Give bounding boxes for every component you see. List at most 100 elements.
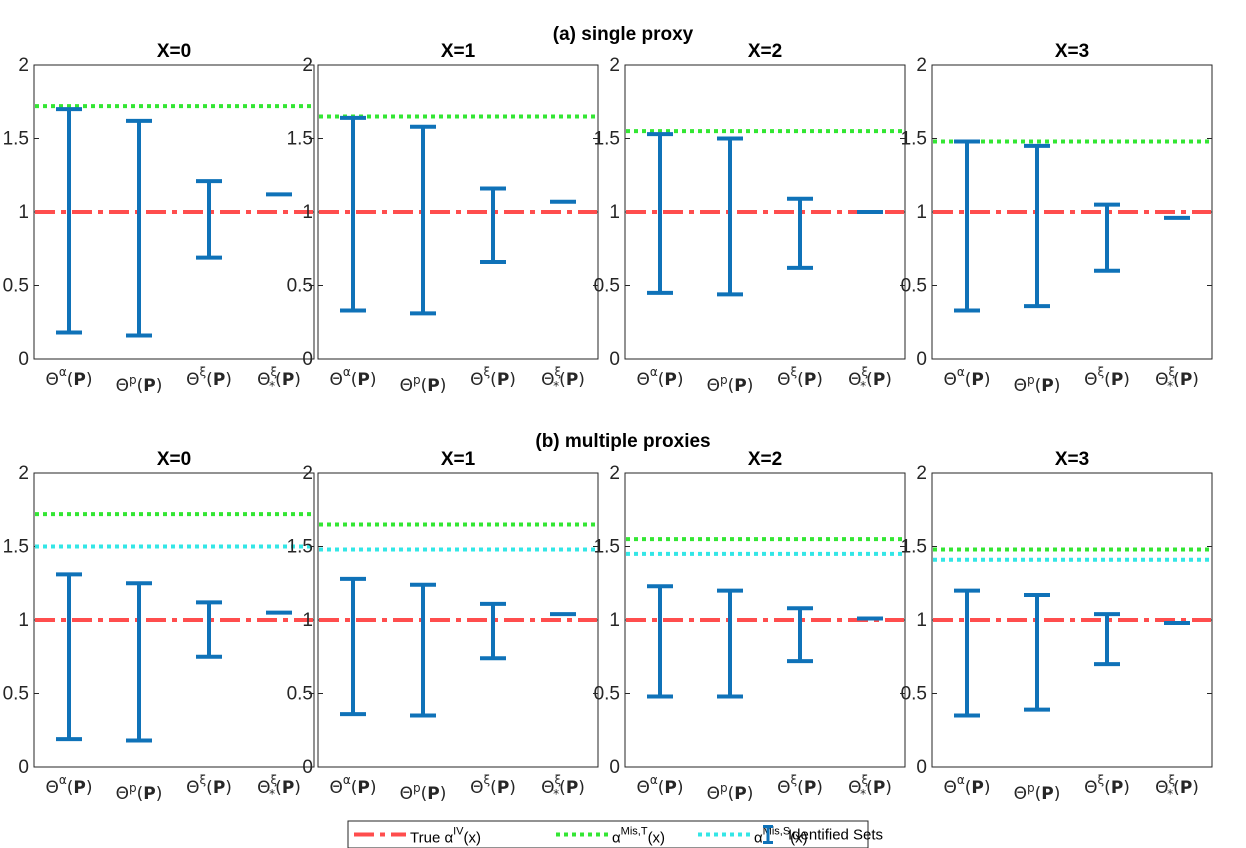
identified-set-bar: [1024, 143, 1050, 309]
x-tick-label: Θξ *(P): [257, 773, 301, 801]
panel-title: X=1: [441, 449, 476, 470]
legend-item-mis_s: αMis,S(x): [698, 826, 808, 847]
y-tick-label: 0.5: [287, 684, 313, 705]
y-tick-label: 1: [302, 610, 313, 631]
panel-row1-x3: X=3 0 0.5 1 1.5 2 Θα(P) Θp(P) Θξ(P) Θξ *(P): [901, 449, 1213, 804]
x-tick-label: Θα(P): [329, 365, 376, 390]
y-tick-label: 1.5: [287, 129, 313, 150]
identified-set-bar: [1094, 612, 1120, 667]
x-tick-label: Θξ *(P): [1155, 365, 1199, 393]
y-tick-label: 2: [18, 55, 29, 76]
identified-set-bar: [717, 136, 743, 297]
legend-label: True αIV(x): [410, 826, 481, 847]
y-tick-label: 0: [302, 757, 313, 778]
panel-title: X=0: [157, 449, 191, 470]
y-tick-label: 0.5: [594, 276, 620, 297]
legend-label: αMis,S(x): [754, 826, 808, 847]
x-tick-label: Θξ(P): [1084, 365, 1130, 390]
identified-set-bar: [340, 115, 366, 313]
identified-set-bar: [1024, 593, 1050, 712]
x-tick-label: Θα(P): [636, 365, 683, 390]
x-tick-label: Θξ(P): [1084, 773, 1130, 798]
panel-title: X=0: [157, 41, 191, 62]
x-tick-label: Θp(P): [707, 781, 754, 804]
x-tick-label: Θp(P): [400, 781, 447, 804]
identified-set-bar: [954, 139, 980, 313]
y-tick-label: 1.5: [594, 129, 620, 150]
y-tick-label: 1: [609, 202, 620, 223]
identified-set-bar: [196, 600, 222, 659]
y-tick-label: 2: [609, 463, 620, 484]
y-tick-label: 0.5: [3, 276, 29, 297]
legend-item-sets: Identified Sets: [763, 825, 883, 844]
legend-label: αMis,T(x): [612, 826, 665, 847]
panel-row0-x3: X=3 0 0.5 1 1.5 2 Θα(P) Θp(P) Θξ(P) Θξ *(P): [901, 41, 1213, 396]
y-tick-label: 1: [916, 202, 927, 223]
legend: True αIV(x) αMis,T(x) αMis,S(x)Identified …: [347, 820, 883, 848]
panel-title: X=3: [1055, 41, 1089, 62]
x-tick-label: Θp(P): [1014, 781, 1061, 804]
y-tick-label: 1.5: [901, 129, 927, 150]
x-tick-label: Θξ(P): [186, 365, 232, 390]
x-tick-label: Θξ(P): [470, 773, 516, 798]
y-tick-label: 1.5: [3, 537, 29, 558]
y-tick-label: 2: [916, 463, 927, 484]
panel-title: X=3: [1055, 449, 1089, 470]
identified-set-bar: [410, 124, 436, 316]
identified-set-bar: [480, 601, 506, 661]
x-tick-label: Θp(P): [707, 373, 754, 396]
identified-set-bar: [954, 588, 980, 718]
y-tick-label: 1.5: [594, 537, 620, 558]
identified-set-bar: [196, 179, 222, 260]
y-tick-label: 1.5: [901, 537, 927, 558]
x-tick-label: Θξ(P): [777, 773, 823, 798]
y-tick-label: 0.5: [901, 684, 927, 705]
x-tick-label: Θξ *(P): [541, 365, 585, 393]
row-title: (b) multiple proxies: [535, 431, 710, 452]
row-1: (b) multiple proxies X=0 0 0.5 1 1.5 2 Θα(P) Θp(…: [3, 431, 1213, 804]
y-tick-label: 1: [18, 202, 29, 223]
identified-set-bar: [126, 581, 152, 743]
y-tick-label: 2: [916, 55, 927, 76]
row-title: (a) single proxy: [553, 24, 694, 45]
identified-set-bar: [410, 582, 436, 718]
y-tick-label: 0.5: [594, 684, 620, 705]
panel-row1-x2: X=2 0 0.5 1 1.5 2 Θα(P) Θp(P) Θξ(P) Θξ *(P): [594, 449, 906, 804]
row-0: (a) single proxy X=0 0 0.5 1 1.5 2 Θα(P) Θp(P) Θξ…: [3, 24, 1213, 396]
x-tick-label: Θp(P): [1014, 373, 1061, 396]
x-tick-label: Θα(P): [636, 773, 683, 798]
x-tick-label: Θξ *(P): [848, 365, 892, 393]
x-tick-label: Θp(P): [400, 373, 447, 396]
x-tick-label: Θp(P): [116, 781, 163, 804]
y-tick-label: 1.5: [287, 537, 313, 558]
y-tick-label: 0.5: [901, 276, 927, 297]
panel-row0-x0: X=0 0 0.5 1 1.5 2 Θα(P) Θp(P) Θξ(P) Θξ *(P): [3, 41, 315, 396]
identified-set-bar: [717, 588, 743, 699]
y-tick-label: 1: [916, 610, 927, 631]
identified-set-bar: [647, 584, 673, 699]
identified-set-bar: [647, 132, 673, 295]
y-tick-label: 0: [18, 757, 29, 778]
y-tick-label: 0: [18, 349, 29, 370]
x-tick-label: Θα(P): [943, 773, 990, 798]
y-tick-label: 1.5: [3, 129, 29, 150]
y-tick-label: 2: [609, 55, 620, 76]
panel-row1-x0: X=0 0 0.5 1 1.5 2 Θα(P) Θp(P) Θξ(P) Θξ *(P): [3, 449, 315, 804]
panel-title: X=2: [748, 449, 782, 470]
x-tick-label: Θξ *(P): [541, 773, 585, 801]
y-tick-label: 1: [609, 610, 620, 631]
identified-set-bar: [56, 107, 82, 335]
rows-layer: (a) single proxy X=0 0 0.5 1 1.5 2 Θα(P) Θp(P) Θξ…: [3, 24, 1213, 804]
x-tick-label: Θp(P): [116, 373, 163, 396]
identified-set-bar: [56, 572, 82, 742]
identified-set-bar: [1094, 202, 1120, 273]
x-tick-label: Θα(P): [45, 365, 92, 390]
identified-set-bar: [787, 196, 813, 270]
y-tick-label: 1: [302, 202, 313, 223]
legend-item-true: True αIV(x): [354, 826, 481, 847]
y-tick-label: 0.5: [287, 276, 313, 297]
identified-set-bar: [126, 118, 152, 338]
y-tick-label: 0.5: [3, 684, 29, 705]
x-tick-label: Θξ(P): [470, 365, 516, 390]
